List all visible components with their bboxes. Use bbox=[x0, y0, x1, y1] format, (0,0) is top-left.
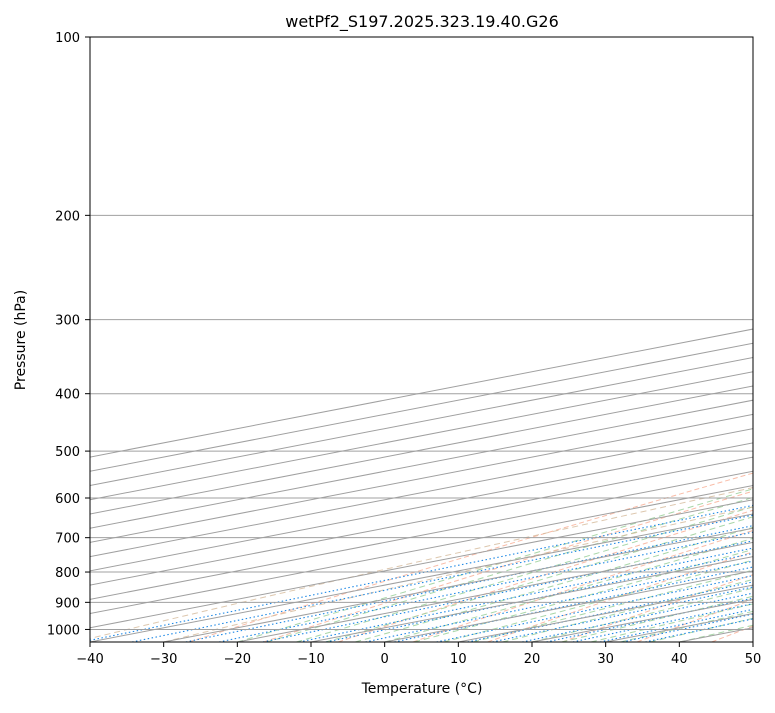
x-axis-label: Temperature (°C) bbox=[361, 681, 483, 697]
x-tick-label: 0 bbox=[381, 652, 389, 667]
y-tick-label: 900 bbox=[55, 596, 80, 611]
isotherm-line bbox=[164, 37, 775, 642]
x-tick-label: −10 bbox=[297, 652, 324, 667]
x-axis: −40 −30 −20 −10 0 10 20 30 40 50 bbox=[76, 642, 761, 667]
x-tick-label: −30 bbox=[150, 652, 177, 667]
moist-adiabat-line bbox=[385, 37, 775, 642]
saturation-curve bbox=[164, 37, 775, 642]
y-tick-label: 1000 bbox=[47, 623, 80, 638]
x-tick-label: 30 bbox=[597, 652, 614, 667]
isotherm-line bbox=[753, 37, 775, 642]
dry-adiabat-line bbox=[712, 37, 775, 642]
x-tick-label: 50 bbox=[745, 652, 762, 667]
y-tick-label: 500 bbox=[55, 445, 80, 460]
mixing-ratio-line bbox=[82, 451, 775, 642]
moist-adiabat-line bbox=[444, 37, 775, 642]
plot-area: 0.10.20.40.611.52346810131620253036-100-… bbox=[0, 37, 775, 642]
dry-adiabats bbox=[189, 37, 775, 642]
y-tick-label: 300 bbox=[55, 314, 80, 329]
x-tick-label: 20 bbox=[524, 652, 541, 667]
x-tick-label: −20 bbox=[224, 652, 251, 667]
moist-adiabat-line bbox=[650, 37, 775, 642]
moist-adiabat-line bbox=[562, 37, 775, 642]
y-tick-label: 800 bbox=[55, 566, 80, 581]
isotherm-line bbox=[458, 37, 775, 642]
x-tick-label: 10 bbox=[450, 652, 467, 667]
y-tick-label: 400 bbox=[55, 388, 80, 403]
x-tick-label: 40 bbox=[671, 652, 688, 667]
dry-adiabat-line bbox=[562, 37, 775, 642]
dry-adiabat-line bbox=[413, 37, 775, 642]
moist-adiabat-line bbox=[237, 37, 775, 642]
mixing-ratio-line bbox=[546, 451, 775, 642]
y-tick-label: 700 bbox=[55, 532, 80, 547]
y-axis: 100 200 300 400 500 600 700 800 900 1000 bbox=[47, 31, 90, 638]
y-tick-label: 100 bbox=[55, 31, 80, 46]
isotherm-line bbox=[16, 37, 775, 642]
mixing-ratio-line bbox=[573, 451, 775, 642]
saturation-curve bbox=[75, 37, 775, 642]
saturation-curves bbox=[75, 37, 775, 642]
isotherm-line bbox=[237, 37, 775, 642]
chart-title: wetPf2_S197.2025.323.19.40.G26 bbox=[285, 12, 559, 32]
isotherm-line bbox=[385, 37, 775, 642]
moist-adiabats bbox=[237, 37, 775, 642]
moist-adiabat-line bbox=[296, 37, 775, 642]
moist-adiabat-line bbox=[679, 37, 775, 642]
y-axis-label: Pressure (hPa) bbox=[13, 290, 29, 390]
moist-adiabat-line bbox=[473, 37, 775, 642]
x-tick-label: −40 bbox=[76, 652, 103, 667]
moist-adiabat-line bbox=[355, 37, 775, 642]
moist-adiabat-line bbox=[414, 37, 775, 642]
y-tick-label: 600 bbox=[55, 492, 80, 507]
mixing-ratio-lines bbox=[82, 451, 775, 642]
y-tick-label: 200 bbox=[55, 209, 80, 224]
isotherm-line bbox=[679, 37, 775, 642]
